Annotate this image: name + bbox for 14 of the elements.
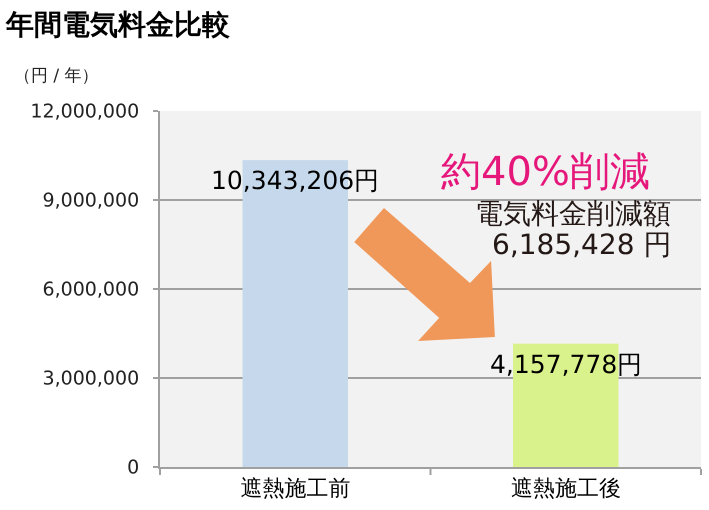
annotation: 約40%削減 bbox=[441, 149, 650, 195]
data-label: 10,343,206円 bbox=[211, 166, 380, 195]
data-label: 4,157,778円 bbox=[490, 350, 642, 379]
x-tick-label: 遮熱施工後 bbox=[510, 476, 621, 502]
y-tick-label: 0 bbox=[127, 456, 140, 479]
annotation: 電気料金削減額 bbox=[475, 197, 671, 230]
y-tick-label: 6,000,000 bbox=[42, 278, 140, 301]
y-tick-label: 3,000,000 bbox=[42, 368, 140, 390]
y-axis-title: （円 / 年） bbox=[14, 66, 99, 86]
x-tick-label: 遮熱施工前 bbox=[240, 476, 350, 502]
chart-title: 年間電気料金比較 bbox=[5, 8, 231, 41]
y-tick-label: 12,000,000 bbox=[30, 100, 140, 123]
y-tick-label: 9,000,000 bbox=[42, 190, 140, 212]
annotation: 6,185,428 円 bbox=[492, 228, 672, 261]
